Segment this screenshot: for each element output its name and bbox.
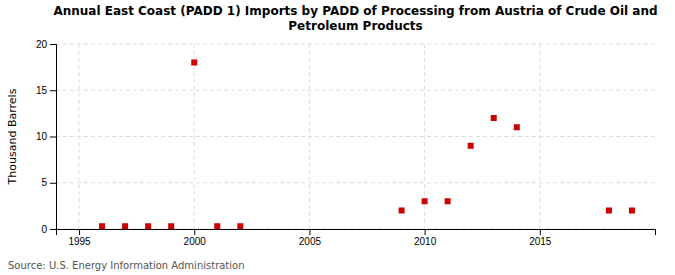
title: Annual East Coast (PADD 1) Imports by PA… bbox=[53, 4, 657, 33]
y-tick: 15 bbox=[36, 85, 56, 96]
x-grid-line bbox=[309, 44, 310, 229]
y-grid-line bbox=[56, 90, 655, 91]
point bbox=[237, 223, 243, 229]
point bbox=[99, 223, 105, 229]
point bbox=[168, 223, 174, 229]
y-axis: 0 5 10 15 20 bbox=[36, 39, 57, 235]
point bbox=[629, 208, 635, 214]
y-grid-line bbox=[56, 44, 655, 45]
y-tick-mark bbox=[50, 90, 56, 91]
point bbox=[491, 115, 497, 121]
title-line: Petroleum Products bbox=[288, 19, 422, 33]
title-line: Annual East Coast (PADD 1) Imports by PA… bbox=[53, 4, 657, 18]
chart-container: 1995 2000 2005 2010 2015 0 5 10 15 20 Annual East … bbox=[0, 0, 675, 275]
point bbox=[422, 198, 428, 204]
y-tick: 20 bbox=[36, 39, 56, 50]
point bbox=[145, 223, 151, 229]
x-tick-mark bbox=[309, 229, 310, 235]
x-tick-label: 2015 bbox=[529, 236, 552, 247]
y-tick-mark bbox=[50, 137, 56, 138]
y-grid-line bbox=[56, 182, 655, 183]
x-tick: 1995 bbox=[68, 229, 91, 247]
x-tick: 2000 bbox=[184, 229, 207, 247]
source-note: Source: U.S. Energy Information Administ… bbox=[8, 260, 245, 271]
y-tick: 10 bbox=[36, 131, 56, 142]
y-tick-label: 15 bbox=[36, 85, 48, 96]
point bbox=[445, 198, 451, 204]
x-axis-line bbox=[57, 230, 656, 236]
y-axis-title: Thousand Barrels bbox=[6, 88, 19, 185]
x-tick: 2010 bbox=[414, 229, 437, 247]
x-tick-label: 2005 bbox=[299, 236, 322, 247]
x-tick-label: 2010 bbox=[414, 236, 437, 247]
x-grid-line bbox=[539, 44, 540, 229]
point bbox=[514, 124, 520, 130]
x-grid-line bbox=[194, 44, 195, 229]
point bbox=[399, 208, 405, 214]
y-axis-line bbox=[50, 45, 57, 230]
point bbox=[468, 143, 474, 149]
y-tick: 5 bbox=[41, 177, 56, 188]
y-tick-mark bbox=[50, 44, 56, 45]
point bbox=[122, 223, 128, 229]
x-tick-label: 2000 bbox=[184, 236, 207, 247]
chart-svg: 1995 2000 2005 2010 2015 0 5 10 15 20 Annual East … bbox=[0, 0, 675, 275]
x-tick: 2005 bbox=[299, 229, 322, 247]
y-tick-label: 0 bbox=[41, 224, 47, 235]
y-tick-label: 20 bbox=[36, 39, 48, 50]
plot-area bbox=[99, 60, 635, 230]
x-tick-mark bbox=[194, 229, 195, 235]
point bbox=[606, 208, 612, 214]
grid bbox=[56, 44, 655, 229]
x-grid-line bbox=[79, 44, 80, 229]
y-grid-line bbox=[56, 136, 655, 137]
x-tick-mark bbox=[79, 229, 80, 235]
point bbox=[191, 60, 197, 66]
y-tick-label: 5 bbox=[41, 177, 47, 188]
y-tick: 0 bbox=[41, 224, 56, 235]
x-tick: 2015 bbox=[529, 229, 552, 247]
x-axis: 1995 2000 2005 2010 2015 bbox=[57, 229, 656, 247]
x-tick-label: 1995 bbox=[68, 236, 91, 247]
point bbox=[214, 223, 220, 229]
y-tick-mark bbox=[50, 229, 56, 230]
y-tick-label: 10 bbox=[36, 131, 48, 142]
x-tick-mark bbox=[425, 229, 426, 235]
x-tick-mark bbox=[540, 229, 541, 235]
y-tick-mark bbox=[50, 183, 56, 184]
